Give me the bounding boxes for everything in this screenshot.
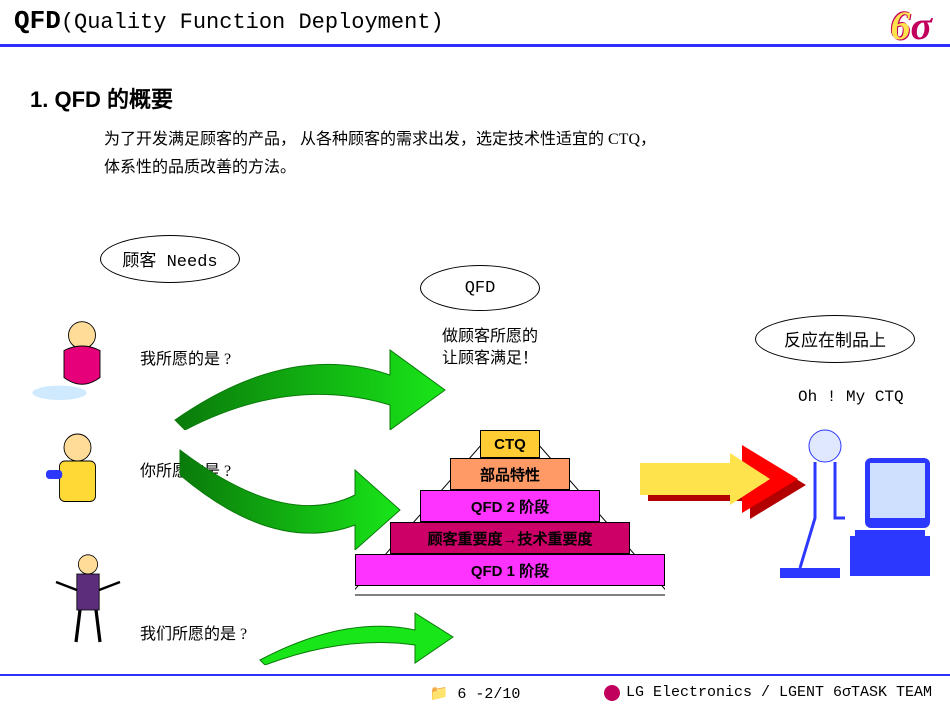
pyramid-row-3: 顾客重要度→技术重要度: [390, 522, 630, 554]
six-sigma-sigma: σ: [910, 3, 932, 48]
clipart-person-3: [48, 548, 128, 648]
page-title: QFD(Quality Function Deployment): [14, 6, 444, 36]
clipart-computer-user: [770, 418, 940, 608]
footer-right: LG Electronics / LGENT 6σTASK TEAM: [604, 684, 932, 701]
title-main: QFD: [14, 6, 61, 36]
pyramid-row-4: QFD 1 阶段: [355, 554, 665, 586]
pyramid-row-1: 部品特性: [450, 458, 570, 490]
footer-right-text: LG Electronics / LGENT 6σTASK TEAM: [626, 684, 932, 701]
pyramid-row-0: CTQ: [480, 430, 540, 458]
oh-my-ctq: Oh ! My CTQ: [798, 388, 904, 406]
top-divider: [0, 44, 950, 47]
question-3: 我们所愿的是 ?: [140, 620, 247, 644]
six-sigma-six: 6: [890, 3, 910, 48]
clipart-person-2: [28, 425, 118, 515]
bubble-customer-needs: 顾客 Needs: [100, 235, 240, 283]
clipart-person-1: [28, 310, 118, 400]
pyramid: CTQ部品特性QFD 2 阶段顾客重要度→技术重要度QFD 1 阶段: [355, 430, 665, 630]
six-sigma-logo: 6σ: [890, 2, 932, 49]
section-heading: 1. QFD 的概要: [30, 82, 173, 114]
footer-divider: [0, 674, 950, 676]
lg-icon: [604, 685, 620, 701]
bubble-output: 反应在制品上: [755, 315, 915, 363]
title-expand: (Quality Function Deployment): [61, 10, 444, 35]
pyramid-row-2: QFD 2 阶段: [420, 490, 600, 522]
bubble-qfd: QFD: [420, 265, 540, 311]
intro-text: 为了开发满足顾客的产品， 从各种顾客的需求出发，选定技术性适宜的 CTQ， 体系…: [104, 126, 656, 182]
arrow-green-1: [170, 320, 450, 430]
